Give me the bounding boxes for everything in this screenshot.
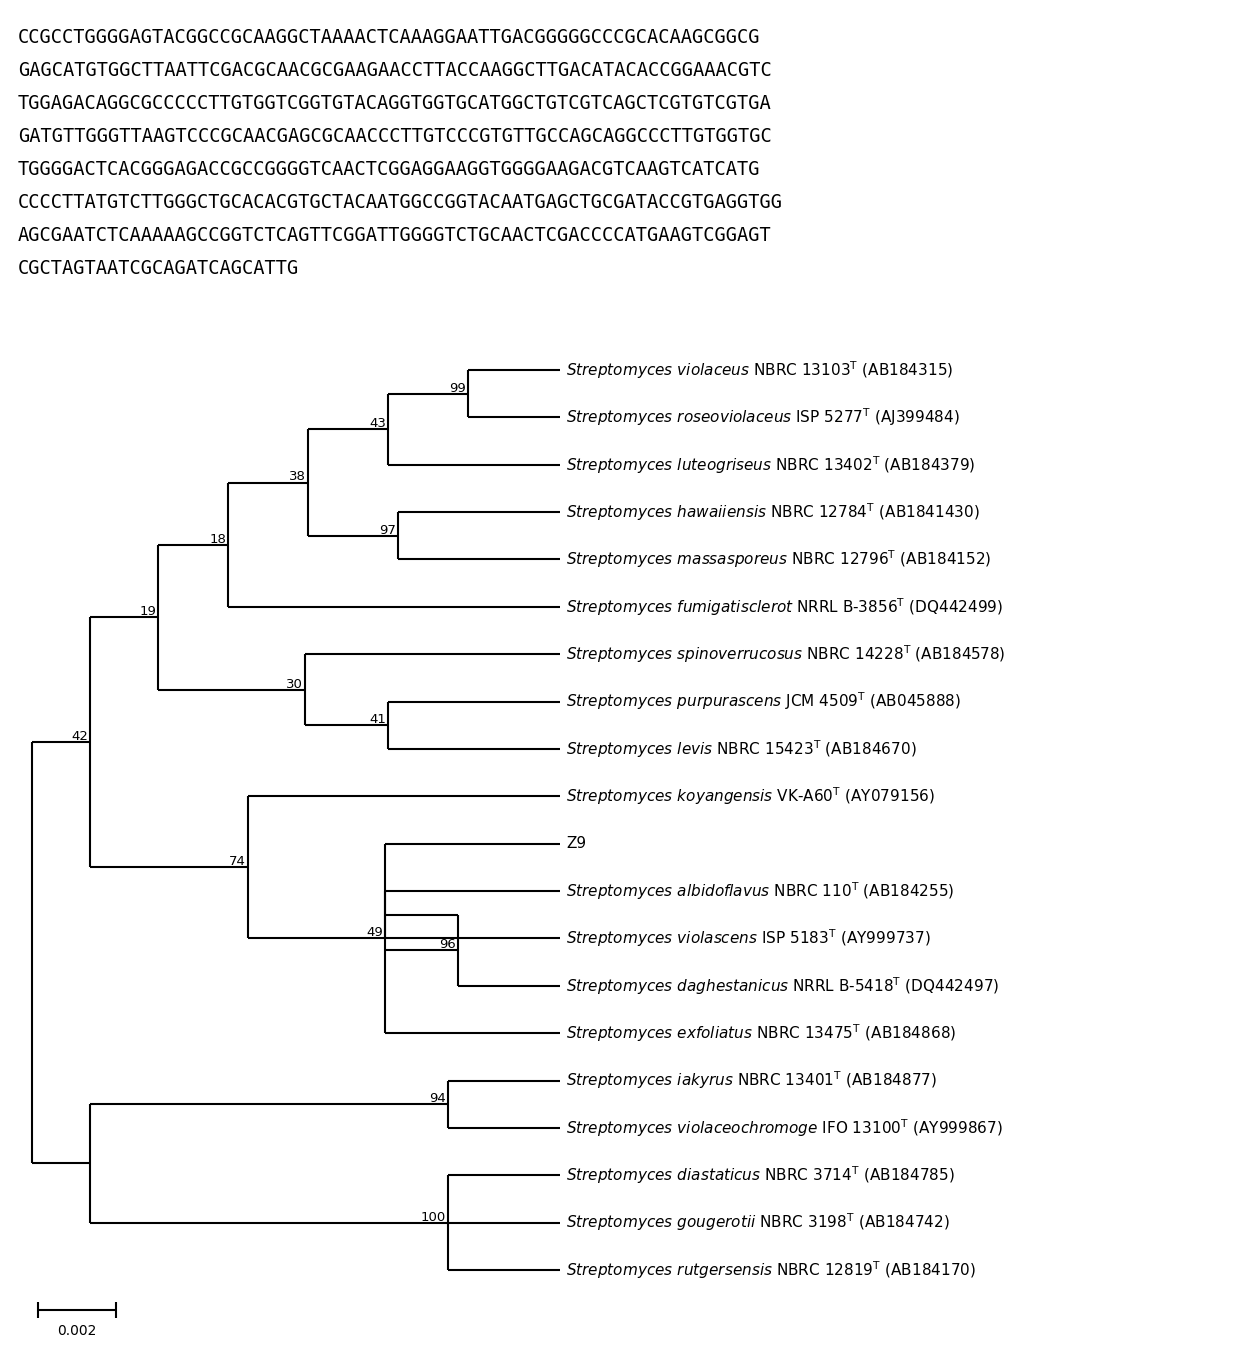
Text: 49: 49 (366, 927, 383, 939)
Text: 42: 42 (71, 730, 88, 744)
Text: $\it{Streptomyces\ massasporeus}$ NBRC 12796$^{\mathregular{T}}$ (AB184152): $\it{Streptomyces\ massasporeus}$ NBRC 1… (565, 549, 992, 570)
Text: $\it{Streptomyces\ levis}$ NBRC 15423$^{\mathregular{T}}$ (AB184670): $\it{Streptomyces\ levis}$ NBRC 15423$^{… (565, 738, 916, 760)
Text: $\it{Streptomyces\ roseoviolaceus}$ ISP 5277$^{\mathregular{T}}$ (AJ399484): $\it{Streptomyces\ roseoviolaceus}$ ISP … (565, 406, 960, 428)
Text: $\it{Streptomyces\ koyangensis}$ VK-A60$^{\mathregular{T}}$ (AY079156): $\it{Streptomyces\ koyangensis}$ VK-A60$… (565, 785, 935, 807)
Text: 74: 74 (229, 855, 246, 869)
Text: Z9: Z9 (565, 837, 587, 851)
Text: 43: 43 (370, 417, 386, 430)
Text: $\it{Streptomyces\ diastaticus}$ NBRC 3714$^{\mathregular{T}}$ (AB184785): $\it{Streptomyces\ diastaticus}$ NBRC 37… (565, 1165, 955, 1186)
Text: $\it{Streptomyces\ hawaiiensis}$ NBRC 12784$^{\mathregular{T}}$ (AB1841430): $\it{Streptomyces\ hawaiiensis}$ NBRC 12… (565, 502, 980, 523)
Text: 19: 19 (139, 605, 156, 619)
Text: $\it{Streptomyces\ violascens}$ ISP 5183$^{\mathregular{T}}$ (AY999737): $\it{Streptomyces\ violascens}$ ISP 5183… (565, 928, 931, 950)
Text: 38: 38 (289, 471, 306, 483)
Text: $\it{Streptomyces\ spinoverrucosus}$ NBRC 14228$^{\mathregular{T}}$ (AB184578): $\it{Streptomyces\ spinoverrucosus}$ NBR… (565, 643, 1006, 664)
Text: CCGCCTGGGGAGTACGGCCGCAAGGCTAAAACTCAAAGGAATTGACGGGGGCCCGCACAAGCGGCG: CCGCCTGGGGAGTACGGCCGCAAGGCTAAAACTCAAAGGA… (19, 28, 760, 47)
Text: 0.002: 0.002 (57, 1323, 97, 1338)
Text: 100: 100 (420, 1210, 446, 1224)
Text: $\it{Streptomyces\ iakyrus}$ NBRC 13401$^{\mathregular{T}}$ (AB184877): $\it{Streptomyces\ iakyrus}$ NBRC 13401$… (565, 1069, 937, 1091)
Text: $\it{Streptomyces\ fumigatisclerot}$ NRRL B-3856$^{\mathregular{T}}$ (DQ442499): $\it{Streptomyces\ fumigatisclerot}$ NRR… (565, 596, 1003, 617)
Text: $\it{Streptomyces\ daghestanicus}$ NRRL B-5418$^{\mathregular{T}}$ (DQ442497): $\it{Streptomyces\ daghestanicus}$ NRRL … (565, 975, 999, 997)
Text: AGCGAATCTCAAAAAGCCGGTCTCAGTTCGGATTGGGGTCTGCAACTCGACCCCATGAAGTCGGAGT: AGCGAATCTCAAAAAGCCGGTCTCAGTTCGGATTGGGGTC… (19, 226, 771, 245)
Text: $\it{Streptomyces\ luteogriseus}$ NBRC 13402$^{\mathregular{T}}$ (AB184379): $\it{Streptomyces\ luteogriseus}$ NBRC 1… (565, 453, 976, 476)
Text: $\it{Streptomyces\ violaceus}$ NBRC 13103$^{\mathregular{T}}$ (AB184315): $\it{Streptomyces\ violaceus}$ NBRC 1310… (565, 359, 954, 381)
Text: 99: 99 (449, 382, 466, 394)
Text: TGGGGACTCACGGGAGACCGCCGGGGTCAACTCGGAGGAAGGTGGGGAAGACGTCAAGTCATCATG: TGGGGACTCACGGGAGACCGCCGGGGTCAACTCGGAGGAA… (19, 160, 760, 179)
Text: 97: 97 (379, 523, 396, 537)
Text: $\it{Streptomyces\ gougerotii}$ NBRC 3198$^{\mathregular{T}}$ (AB184742): $\it{Streptomyces\ gougerotii}$ NBRC 319… (565, 1212, 950, 1233)
Text: 30: 30 (286, 678, 303, 691)
Text: CCCCTTATGTCTTGGGCTGCACACGTGCTACAATGGCCGGTACAATGAGCTGCGATACCGTGAGGTGG: CCCCTTATGTCTTGGGCTGCACACGTGCTACAATGGCCGG… (19, 192, 782, 213)
Text: $\it{Streptomyces\ purpurascens}$ JCM 4509$^{\mathregular{T}}$ (AB045888): $\it{Streptomyces\ purpurascens}$ JCM 45… (565, 691, 961, 713)
Text: $\it{Streptomyces\ albidoflavus}$ NBRC 110$^{\mathregular{T}}$ (AB184255): $\it{Streptomyces\ albidoflavus}$ NBRC 1… (565, 880, 955, 902)
Text: TGGAGACAGGCGCCCCCTTGTGGTCGGTGTACAGGTGGTGCATGGCTGTCGTCAGCTCGTGTCGTGA: TGGAGACAGGCGCCCCCTTGTGGTCGGTGTACAGGTGGTG… (19, 94, 771, 113)
Text: CGCTAGTAATCGCAGATCAGCATTG: CGCTAGTAATCGCAGATCAGCATTG (19, 260, 299, 278)
Text: 94: 94 (429, 1092, 446, 1106)
Text: 18: 18 (210, 533, 226, 546)
Text: GAGCATGTGGCTTAATTCGACGCAACGCGAAGAACCTTACCAAGGCTTGACATACACCGGAAACGTC: GAGCATGTGGCTTAATTCGACGCAACGCGAAGAACCTTAC… (19, 61, 771, 79)
Text: GATGTTGGGTTAAGTCCCGCAACGAGCGCAACCCTTGTCCCGTGTTGCCAGCAGGCCCTTGTGGTGC: GATGTTGGGTTAAGTCCCGCAACGAGCGCAACCCTTGTCC… (19, 126, 771, 147)
Text: $\it{Streptomyces\ rutgersensis}$ NBRC 12819$^{\mathregular{T}}$ (AB184170): $\it{Streptomyces\ rutgersensis}$ NBRC 1… (565, 1259, 976, 1280)
Text: 96: 96 (439, 939, 456, 951)
Text: $\it{Streptomyces\ violaceochromoge}$ IFO 13100$^{\mathregular{T}}$ (AY999867): $\it{Streptomyces\ violaceochromoge}$ IF… (565, 1118, 1003, 1139)
Text: $\it{Streptomyces\ exfoliatus}$ NBRC 13475$^{\mathregular{T}}$ (AB184868): $\it{Streptomyces\ exfoliatus}$ NBRC 134… (565, 1022, 956, 1044)
Text: 41: 41 (370, 713, 386, 726)
